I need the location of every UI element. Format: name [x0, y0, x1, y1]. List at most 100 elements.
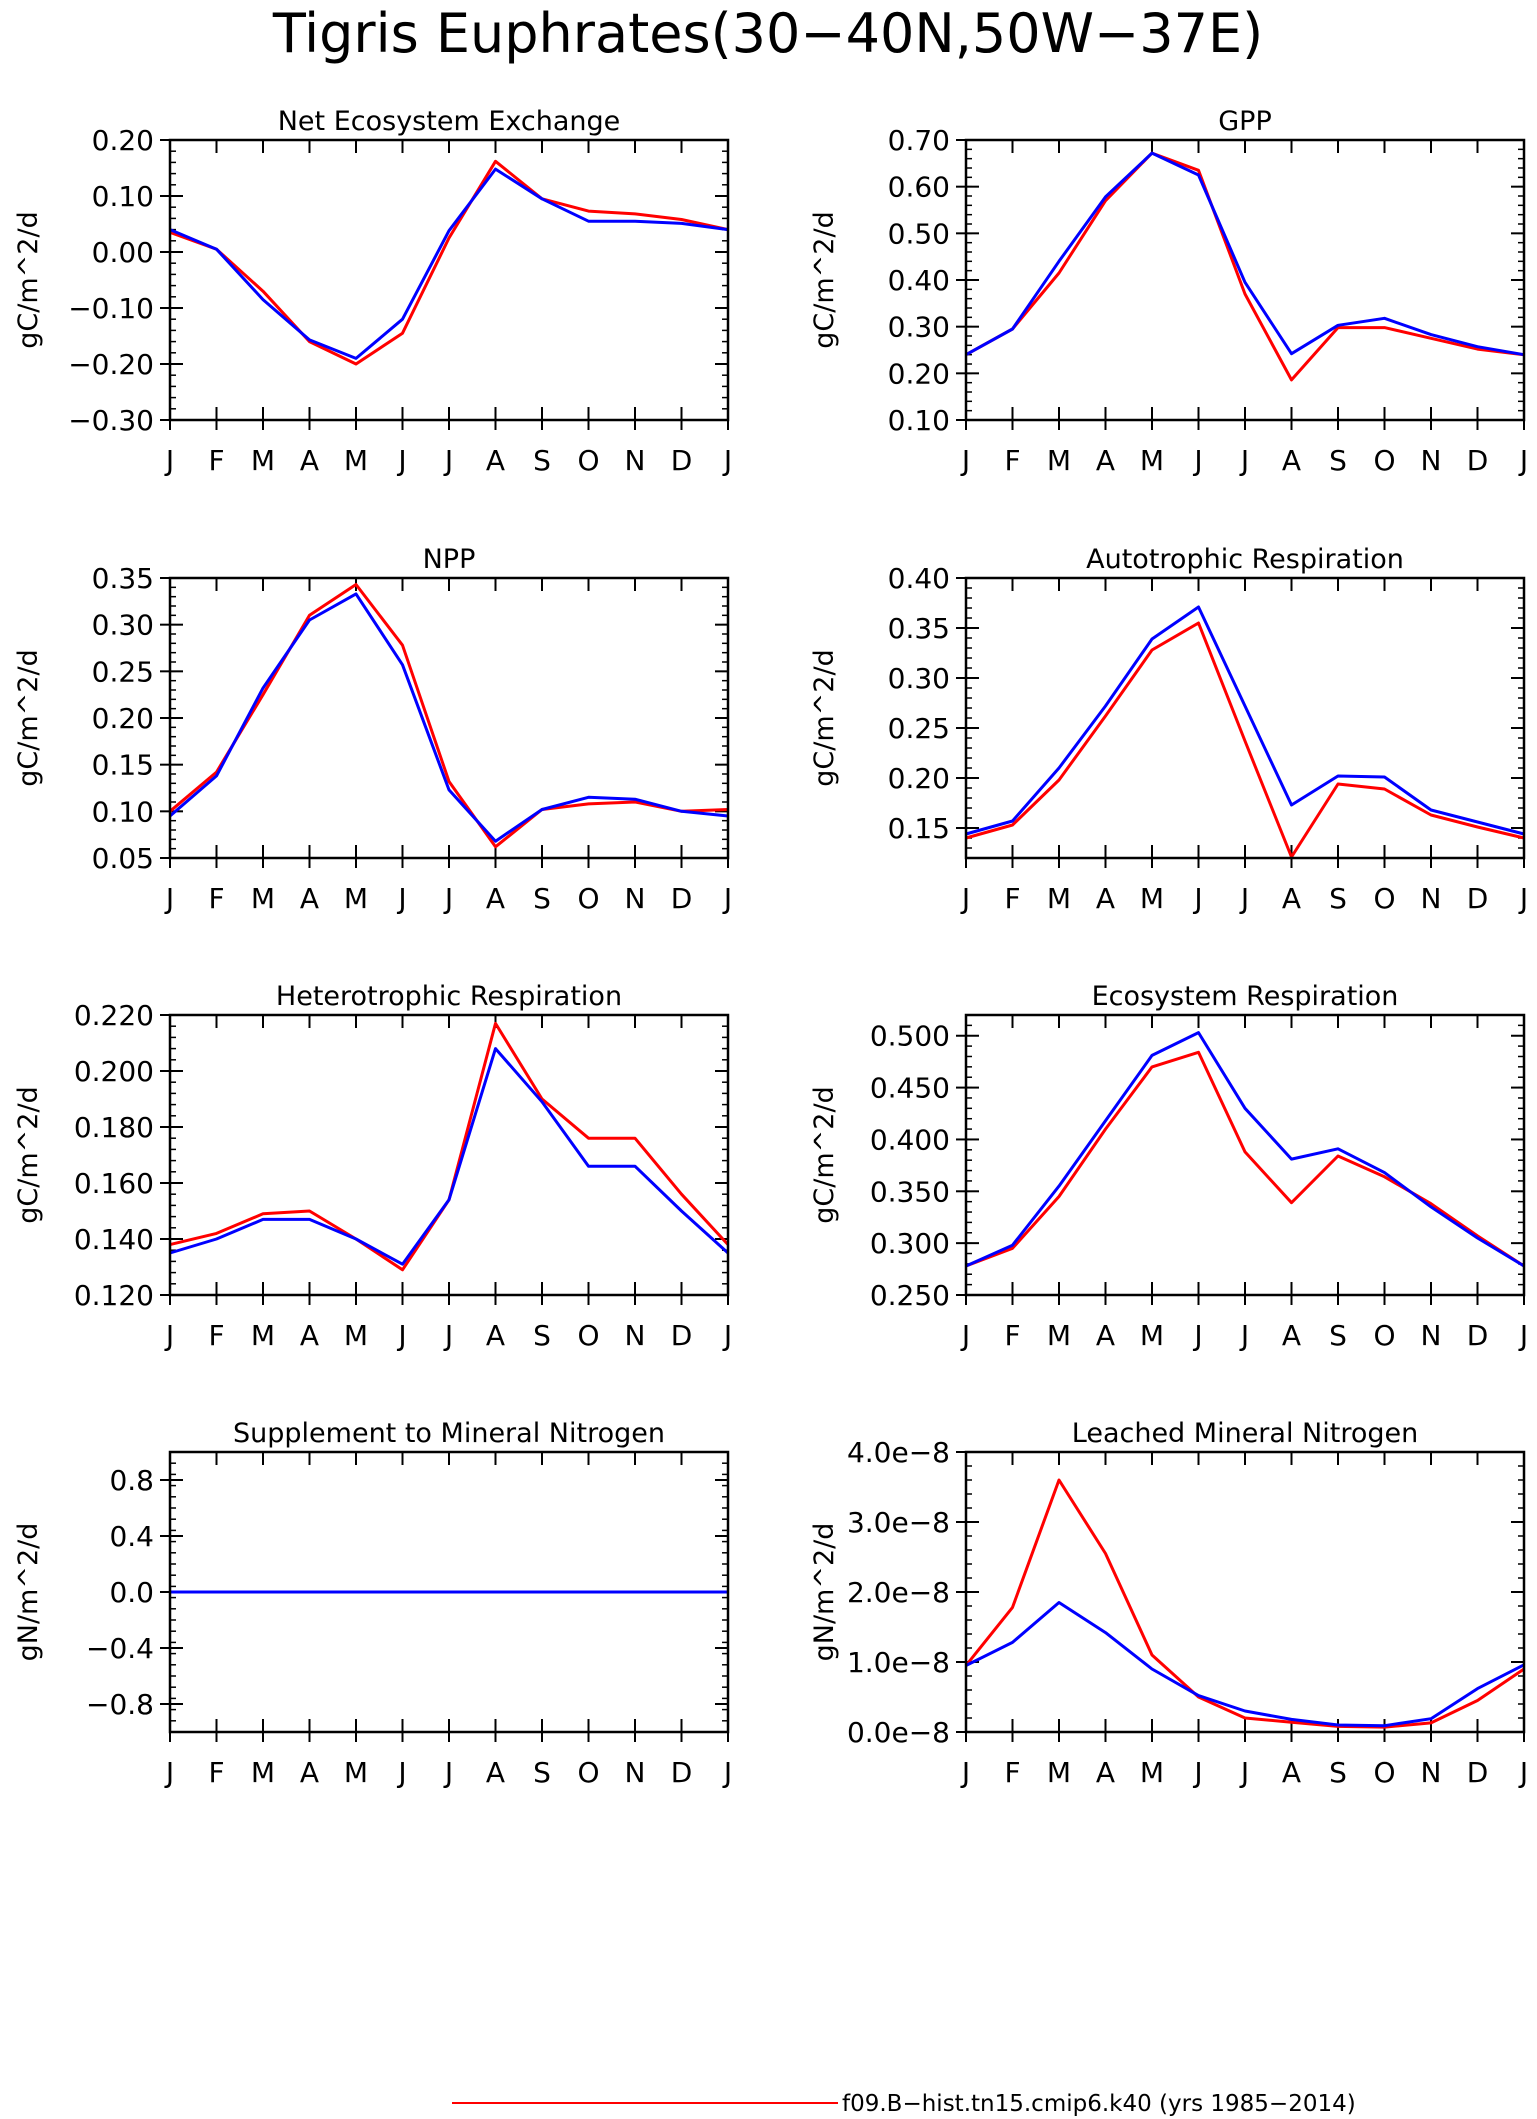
y-tick-label: 0.30: [92, 609, 154, 642]
x-tick-label: F: [1004, 1319, 1020, 1352]
plot-frame: [964, 1013, 1526, 1297]
plot-frame: [168, 138, 730, 422]
series-line-1: [965, 605, 1525, 836]
chart-panel-2: NPP gC/m^2/d 0.05 0.10 0.15 0.20 0.25 0.30 0.35 J…: [13, 544, 732, 915]
y-tick-label: 0.300: [870, 1227, 950, 1260]
x-tick-label: M: [1047, 882, 1071, 915]
x-tick-label: O: [577, 882, 599, 915]
x-tick-label: J: [443, 444, 453, 477]
x-tick-label: D: [1467, 444, 1489, 477]
y-tick-label: 0.05: [92, 842, 154, 875]
y-tick-label: −0.4: [86, 1632, 154, 1665]
legend-label: f09.B−hist.tn15.cmip6.k40 (yrs 1985−2014…: [842, 2091, 1356, 2117]
x-tick-label: F: [208, 1756, 224, 1789]
x-tick-label: A: [1282, 444, 1301, 477]
x-tick-label: A: [1096, 444, 1115, 477]
y-axis-label: gC/m^2/d: [809, 211, 840, 348]
x-tick-label: J: [722, 882, 732, 915]
chart-title: Net Ecosystem Exchange: [278, 106, 621, 137]
chart-title: Leached Mineral Nitrogen: [1072, 1418, 1418, 1449]
y-tick-label: 0.220: [74, 999, 154, 1032]
x-tick-label: O: [577, 444, 599, 477]
x-tick-label: A: [1282, 1319, 1301, 1352]
y-tick-label: 0.35: [92, 562, 154, 595]
plot-frame: [964, 138, 1526, 422]
x-tick-label: J: [960, 882, 970, 915]
series-line-1: [965, 1031, 1525, 1268]
x-tick-label: S: [533, 882, 551, 915]
x-tick-label: O: [1373, 1319, 1395, 1352]
chart-panel-4: Heterotrophic Respiration gC/m^2/d 0.120 0.…: [13, 981, 732, 1352]
chart-title: Ecosystem Respiration: [1092, 981, 1399, 1012]
y-tick-label: −0.30: [68, 404, 154, 437]
x-tick-label: J: [164, 882, 174, 915]
x-tick-label: J: [1192, 1319, 1202, 1352]
x-tick-label: N: [1421, 1756, 1442, 1789]
x-tick-label: S: [1329, 1756, 1347, 1789]
y-tick-label: 0.60: [888, 171, 950, 204]
x-tick-label: O: [1373, 1756, 1395, 1789]
x-tick-label: D: [671, 444, 693, 477]
chart-title: Supplement to Mineral Nitrogen: [233, 1418, 665, 1449]
y-tick-label: 0.20: [888, 762, 950, 795]
x-tick-label: F: [1004, 444, 1020, 477]
y-tick-label: 0.500: [870, 1020, 950, 1053]
y-tick-label: 1.0e−8: [847, 1646, 950, 1679]
y-tick-label: 0.20: [92, 124, 154, 157]
y-tick-label: 0.30: [888, 311, 950, 344]
y-tick-label: 0.25: [888, 712, 950, 745]
x-tick-label: M: [344, 882, 368, 915]
y-axis-label: gC/m^2/d: [13, 649, 44, 786]
series-line-1: [169, 1047, 730, 1266]
x-tick-label: A: [486, 1756, 505, 1789]
x-tick-label: A: [1096, 1319, 1115, 1352]
x-tick-label: J: [396, 1319, 406, 1352]
y-tick-label: 0.40: [888, 562, 950, 595]
x-tick-label: J: [443, 1319, 453, 1352]
chart-panel-1: GPP gC/m^2/d 0.10 0.20 0.30 0.40 0.50 0.60 0.70 J…: [809, 106, 1528, 477]
y-tick-label: 0.30: [888, 662, 950, 695]
x-tick-label: J: [1518, 1756, 1528, 1789]
x-tick-label: D: [671, 882, 693, 915]
y-tick-label: 0.50: [888, 217, 950, 250]
x-tick-label: M: [1047, 1319, 1071, 1352]
x-tick-label: J: [722, 1756, 732, 1789]
x-tick-label: M: [344, 444, 368, 477]
x-tick-label: J: [1518, 444, 1528, 477]
x-tick-label: J: [396, 444, 406, 477]
y-tick-label: 3.0e−8: [847, 1506, 950, 1539]
x-tick-label: J: [443, 1756, 453, 1789]
series-line-1: [169, 167, 729, 360]
x-tick-label: S: [533, 444, 551, 477]
plot-frame: [168, 576, 730, 860]
y-tick-label: 4.0e−8: [847, 1436, 950, 1469]
x-tick-label: F: [208, 1319, 224, 1352]
y-tick-label: 0.10: [92, 180, 154, 213]
x-tick-label: A: [1096, 882, 1115, 915]
x-tick-label: N: [625, 444, 646, 477]
y-tick-label: 0.40: [888, 264, 950, 297]
x-tick-label: S: [533, 1756, 551, 1789]
y-tick-label: 0.25: [92, 655, 154, 688]
y-axis-label: gC/m^2/d: [13, 211, 44, 348]
chart-title: NPP: [423, 544, 476, 575]
y-tick-label: 0.00: [92, 236, 154, 269]
x-tick-label: J: [164, 1319, 174, 1352]
x-tick-label: S: [533, 1319, 551, 1352]
x-tick-label: M: [344, 1756, 368, 1789]
chart-panel-6: Supplement to Mineral Nitrogen gN/m^2/d −0…: [13, 1418, 732, 1789]
x-tick-label: J: [1239, 1319, 1249, 1352]
x-tick-label: J: [1239, 1756, 1249, 1789]
x-tick-label: D: [671, 1319, 693, 1352]
x-tick-label: J: [1239, 444, 1249, 477]
y-tick-label: 0.8: [109, 1464, 154, 1497]
x-tick-label: J: [396, 1756, 406, 1789]
y-tick-label: −0.20: [68, 348, 154, 381]
x-tick-label: D: [1467, 1319, 1489, 1352]
y-tick-label: 0.70: [888, 124, 950, 157]
x-tick-label: N: [1421, 1319, 1442, 1352]
panels: Net Ecosystem Exchange gC/m^2/d −0.30 −0.20…: [13, 106, 1528, 1789]
x-tick-label: S: [1329, 1319, 1347, 1352]
x-tick-label: M: [251, 444, 275, 477]
